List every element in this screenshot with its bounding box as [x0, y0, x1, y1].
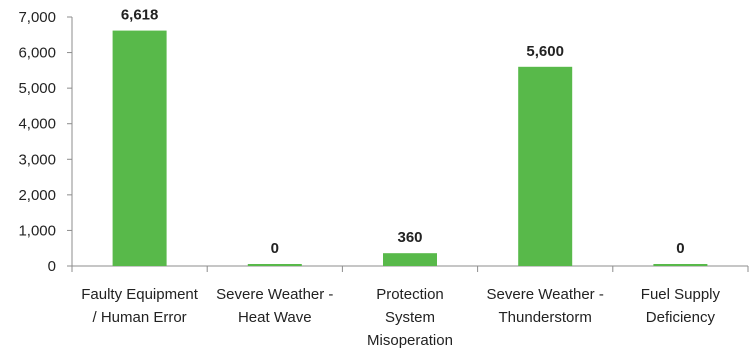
y-tick-label: 1,000: [18, 222, 56, 239]
bar: [247, 264, 302, 266]
y-tick-label: 2,000: [18, 187, 56, 204]
x-category-label: Deficiency: [646, 309, 716, 326]
labels: 6,618 Faulty Equipment / Human Error 0 Sever…: [81, 7, 720, 349]
bar: [518, 66, 573, 266]
x-category-label: / Human Error: [92, 309, 186, 326]
bar: [383, 253, 437, 266]
axes: 0 1,000 2,000 3,000 4,000 5,000 6,000 7,000: [18, 9, 749, 275]
bar: [653, 264, 708, 266]
x-category-label: System: [385, 309, 435, 326]
x-category-label: Severe Weather -: [487, 286, 604, 303]
x-category-label: Misoperation: [367, 332, 453, 349]
y-tick-label: 3,000: [18, 151, 56, 168]
bar: [112, 30, 167, 266]
x-category-label: Protection: [376, 286, 444, 303]
data-label: 0: [676, 240, 684, 257]
y-tick-label: 6,000: [18, 45, 56, 62]
data-label: 5,600: [526, 43, 564, 60]
data-label: 6,618: [121, 7, 159, 24]
x-category-label: Severe Weather -: [216, 286, 333, 303]
y-tick-label: 7,000: [18, 9, 56, 26]
y-tick-label: 5,000: [18, 80, 56, 97]
data-label: 360: [397, 229, 422, 246]
x-category-label: Fuel Supply: [641, 286, 721, 303]
x-category-label: Thunderstorm: [499, 309, 592, 326]
y-tick-label: 0: [48, 258, 56, 275]
x-category-label: Faulty Equipment: [81, 286, 199, 303]
bars: [112, 30, 708, 266]
x-category-label: Heat Wave: [238, 309, 312, 326]
y-tick-label: 4,000: [18, 116, 56, 133]
data-label: 0: [271, 240, 279, 257]
